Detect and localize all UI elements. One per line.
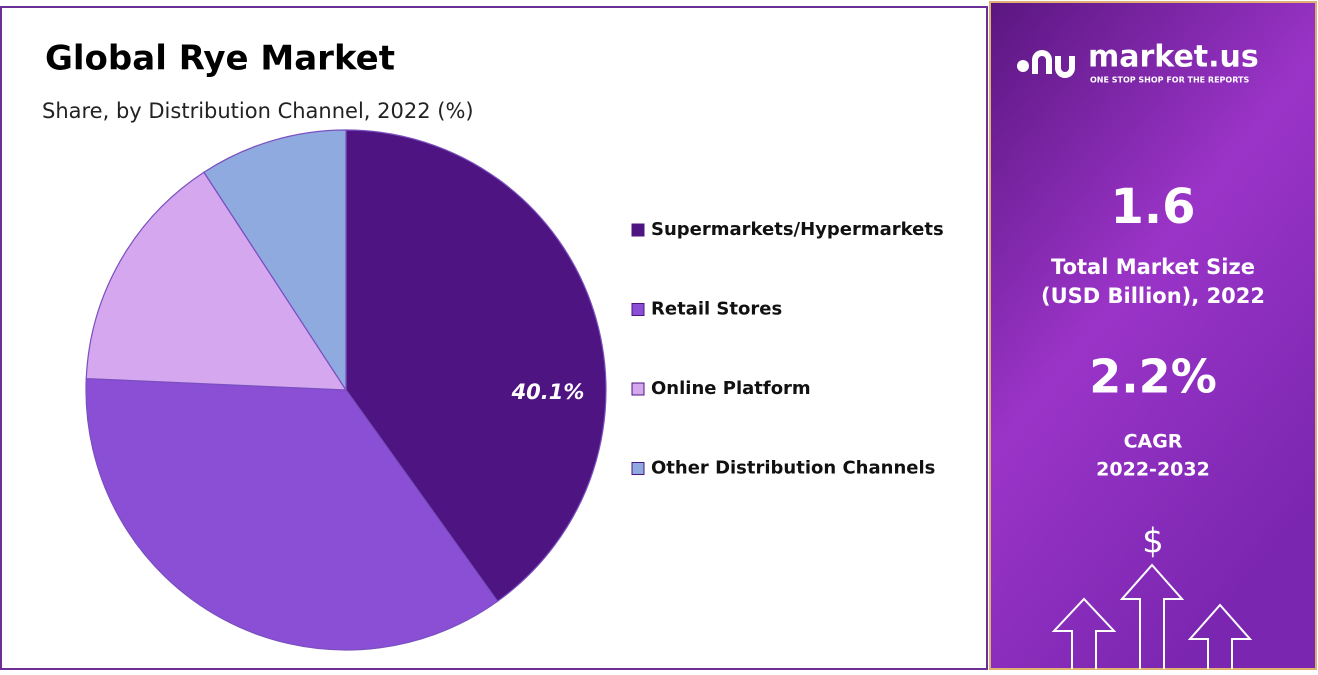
market-size-label: Total Market Size	[1051, 255, 1255, 279]
pie-slice	[85, 171, 348, 391]
legend-swatch	[631, 223, 645, 237]
value-label: 40.1%	[511, 380, 585, 404]
legend: Supermarkets/Hypermarkets Retail Stores On…	[631, 219, 944, 479]
legend-label: Retail Stores	[651, 299, 782, 320]
pie-slice	[203, 129, 347, 393]
chart-subtitle: Share, by Distribution Channel, 2022 (%)	[42, 99, 474, 123]
arrows	[1051, 563, 1253, 669]
legend-label: Online Platform	[651, 378, 811, 399]
tagline: ONE STOP SHOP FOR THE REPORTS	[1090, 76, 1249, 85]
legend-label: Other Distribution Channels	[651, 458, 935, 479]
pie-slice	[85, 377, 499, 651]
legend-swatch	[631, 462, 645, 475]
cagr-label: CAGR	[1124, 431, 1183, 453]
cagr-label: 2022-2032	[1096, 459, 1210, 481]
cagr: 2.2%	[1089, 350, 1217, 404]
legend-label: Supermarkets/Hypermarkets	[651, 219, 944, 240]
chart-title: Global Rye Market	[45, 39, 395, 79]
pie-slice	[345, 129, 607, 603]
dollar-icon: $	[1142, 522, 1164, 562]
market-size: 1.6	[1110, 179, 1195, 235]
legend-swatch	[631, 303, 645, 316]
pie: 40.1%	[85, 129, 607, 651]
logo	[1017, 50, 1075, 78]
brand: market.us	[1088, 40, 1259, 75]
side-panel	[989, 1, 1317, 670]
market-size-label: (USD Billion), 2022	[1041, 284, 1265, 308]
legend-swatch	[631, 382, 645, 396]
